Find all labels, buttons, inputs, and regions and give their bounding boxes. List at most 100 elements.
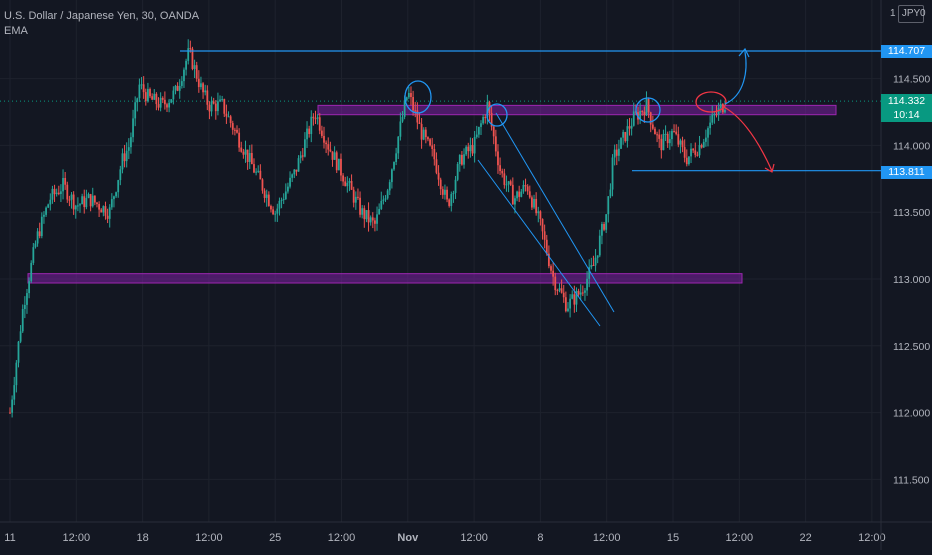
candle-body	[429, 139, 431, 146]
candle-body	[367, 210, 370, 223]
candle-body	[272, 209, 274, 215]
candle-body	[193, 65, 196, 69]
candle-body	[270, 205, 272, 210]
candle-body	[509, 181, 512, 185]
support-price-tag: 113.811	[881, 166, 932, 179]
candle-body	[96, 202, 98, 205]
candle-body	[221, 99, 224, 101]
candle-body	[233, 129, 236, 131]
candle-body	[437, 172, 440, 180]
candle-body	[325, 142, 328, 145]
x-tick-label: 12:00	[63, 532, 91, 544]
candle-body	[688, 156, 690, 165]
candle-body	[62, 177, 64, 192]
candle-body	[696, 154, 699, 156]
y-tick-label: 113.500	[893, 207, 930, 219]
x-tick-label: 12:00	[195, 532, 223, 544]
x-tick-label: 12:00	[328, 532, 356, 544]
candle-body	[414, 110, 417, 112]
candle-body	[333, 152, 336, 160]
y-tick-label: 112.000	[893, 408, 930, 420]
last-price-tag: 114.332	[881, 94, 932, 108]
candle-body	[206, 90, 209, 105]
candle-body	[108, 207, 111, 219]
candle-body	[231, 123, 234, 130]
candle-body	[556, 290, 559, 292]
candle-body	[424, 129, 427, 138]
candle-body	[263, 190, 266, 198]
candle-body	[28, 281, 30, 294]
candle-body	[711, 114, 714, 123]
candle-body	[223, 99, 226, 114]
candle-body	[257, 170, 260, 172]
candle-body	[66, 184, 69, 200]
candle-body	[217, 101, 219, 112]
candle-body	[354, 196, 357, 203]
candle-body	[100, 209, 103, 213]
candle-body	[609, 189, 612, 197]
candle-body	[622, 132, 625, 138]
candle-body	[87, 194, 90, 198]
candle-body	[709, 122, 712, 129]
candle-body	[189, 48, 192, 50]
candle-body	[147, 89, 149, 102]
candle-body	[297, 158, 300, 172]
candle-body	[191, 48, 194, 69]
candle-body	[526, 186, 529, 192]
currency-button[interactable]: JPY	[898, 5, 924, 23]
candle-body	[136, 98, 139, 103]
candle-body	[524, 184, 527, 187]
candle-body	[577, 290, 580, 295]
candle-body	[658, 134, 661, 139]
candle-body	[673, 131, 675, 133]
candle-body	[240, 147, 243, 152]
candle-body	[626, 126, 629, 142]
candle-body	[183, 69, 185, 82]
candle-body	[412, 96, 415, 111]
candle-body	[13, 385, 16, 400]
x-tick-label: 8	[537, 532, 543, 544]
candle-body	[104, 206, 107, 216]
candle-body	[450, 194, 453, 206]
candle-body	[393, 162, 395, 170]
candle-body	[344, 181, 347, 187]
symbol-title[interactable]: U.S. Dollar / Japanese Yen, 30, OANDA	[4, 10, 200, 22]
candle-body	[465, 146, 468, 155]
candle-body	[675, 131, 678, 135]
indicator-ema-label[interactable]: EMA	[4, 25, 28, 37]
candle-body	[40, 216, 43, 237]
candle-body	[159, 97, 162, 108]
candle-body	[155, 93, 158, 105]
purple-zone	[317, 104, 837, 116]
candle-body	[299, 155, 302, 159]
candle-body	[340, 158, 342, 176]
candle-body	[127, 147, 130, 151]
candle-body	[552, 270, 555, 277]
candle-body	[607, 196, 610, 215]
candle-body	[410, 93, 412, 97]
candle-body	[704, 137, 707, 142]
candle-body	[431, 145, 434, 149]
candle-body	[43, 214, 45, 217]
candle-body	[227, 116, 230, 118]
candle-body	[365, 210, 368, 220]
candle-body	[185, 60, 187, 70]
candle-body	[200, 83, 202, 88]
candle-body	[187, 48, 190, 61]
candle-body	[337, 158, 340, 171]
candle-body	[23, 304, 26, 310]
candle-body	[656, 134, 658, 136]
candle-body	[448, 199, 451, 206]
x-tick-label: 12:00	[726, 532, 754, 544]
x-tick-label: Nov	[397, 532, 419, 544]
candle-body	[374, 220, 376, 224]
candle-body	[458, 154, 461, 165]
candle-body	[138, 84, 141, 99]
candle-body	[677, 134, 680, 145]
candle-body	[499, 165, 501, 172]
candle-body	[480, 123, 482, 127]
candle-body	[611, 157, 614, 190]
candle-body	[166, 104, 168, 108]
